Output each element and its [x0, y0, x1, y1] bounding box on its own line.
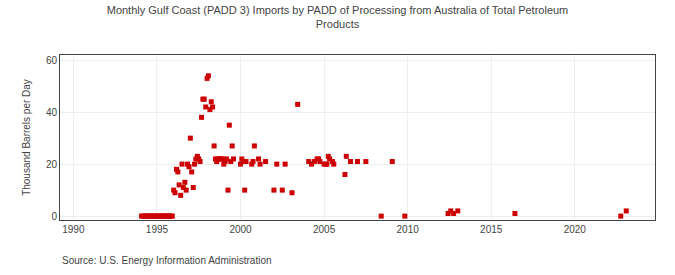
svg-text:2020: 2020 [564, 224, 587, 235]
svg-text:20: 20 [46, 159, 58, 170]
svg-text:0: 0 [51, 211, 57, 222]
svg-text:40: 40 [46, 107, 58, 118]
svg-text:Thousand Barrels per Day: Thousand Barrels per Day [21, 79, 32, 196]
svg-text:1995: 1995 [146, 224, 169, 235]
svg-text:60: 60 [46, 55, 58, 66]
svg-text:Source: U.S. Energy Informatio: Source: U.S. Energy Information Administ… [62, 255, 272, 266]
svg-text:2010: 2010 [397, 224, 420, 235]
svg-text:Monthly Gulf Coast (PADD 3) Im: Monthly Gulf Coast (PADD 3) Imports by P… [107, 4, 569, 30]
svg-text:2000: 2000 [229, 224, 252, 235]
svg-text:2005: 2005 [313, 224, 336, 235]
svg-text:1990: 1990 [62, 224, 85, 235]
svg-text:2015: 2015 [480, 224, 503, 235]
